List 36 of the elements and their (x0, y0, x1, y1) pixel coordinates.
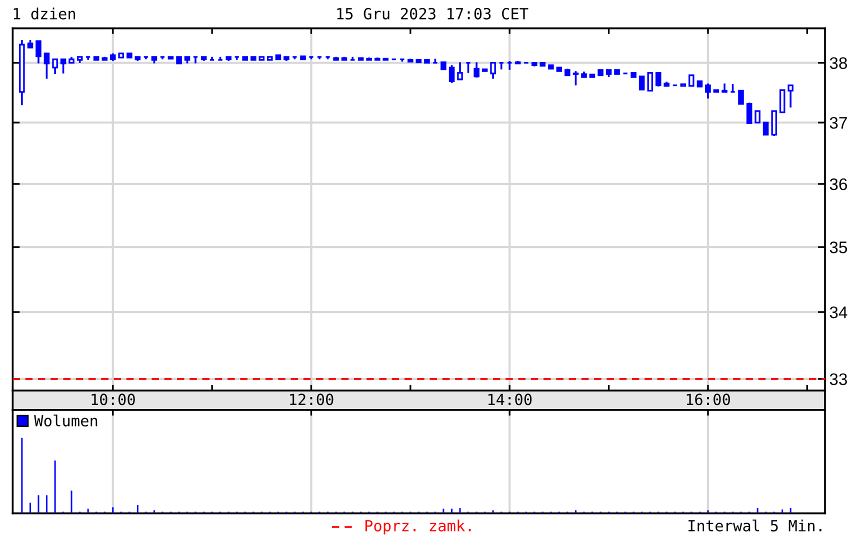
candlestick (572, 70, 579, 86)
x-tick-label: 14:00 (488, 394, 532, 406)
y-tick-label: 37 (830, 116, 847, 129)
text: Interwal 5 Min. (688, 520, 822, 532)
chart-subtitle: 15 Gru 2023 17:03 CET (337, 8, 528, 20)
candlestick (746, 102, 752, 124)
candlestick (474, 61, 480, 79)
y-tick-label: 35 (830, 241, 848, 254)
candlestick (779, 89, 786, 114)
y-tick-label: 34 (830, 306, 848, 318)
candlestick (788, 84, 794, 108)
y-tick-label: 33 (830, 373, 847, 386)
candlestick (647, 72, 654, 92)
candlestick (448, 64, 455, 84)
x-tick-label: 10:00 (92, 394, 135, 406)
candlestick (754, 110, 760, 124)
chart-title: 1 dzien (14, 8, 76, 20)
candlestick (738, 90, 744, 105)
candlestick (490, 62, 496, 80)
candlestick (44, 52, 50, 80)
y-tick-label: 36 (830, 178, 847, 190)
candlestick (655, 72, 662, 88)
candlestick (36, 40, 42, 64)
legend-label: Poprz. zamk. (365, 520, 471, 534)
candlestick (688, 74, 694, 87)
candlestick (52, 58, 58, 75)
candlestick (771, 110, 778, 137)
candlestick (457, 61, 463, 81)
x-tick-label: 16:00 (686, 394, 730, 406)
candlestick (638, 76, 645, 90)
legend-label: Wolumen (34, 414, 98, 426)
candlestick (705, 82, 711, 100)
y-tick-label: 38 (830, 57, 847, 70)
x-tick-label: 12:00 (290, 394, 334, 406)
candlestick (60, 58, 66, 74)
candlestick (762, 122, 769, 136)
